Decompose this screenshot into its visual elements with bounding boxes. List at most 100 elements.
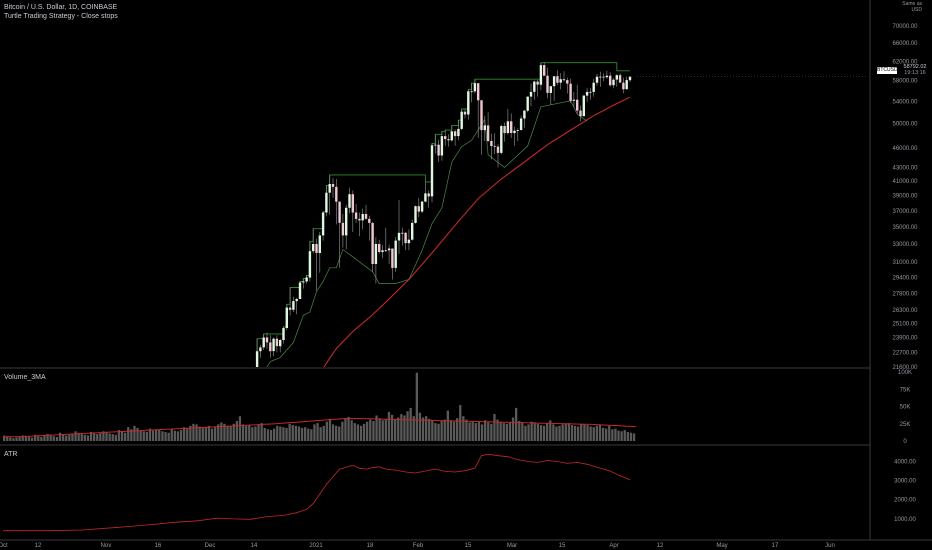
candle-body bbox=[361, 214, 364, 221]
price-tick-label: 22700.00 bbox=[892, 350, 918, 356]
volume-bar bbox=[176, 431, 180, 441]
volume-bar bbox=[496, 419, 499, 441]
volume-bar bbox=[527, 424, 530, 441]
candle-body bbox=[378, 244, 381, 252]
candle-body bbox=[486, 125, 490, 141]
candle-body bbox=[397, 232, 401, 241]
volume-bar bbox=[462, 416, 465, 441]
candle-body bbox=[447, 139, 450, 141]
volume-bar bbox=[567, 423, 570, 441]
volume-bar bbox=[341, 421, 344, 441]
time-scale[interactable]: Oct 12 Nov 16 Dec 14 2021 18 Feb 15 Mar 15 Apr 12 May 1… bbox=[0, 543, 835, 549]
volume-bar bbox=[468, 422, 471, 441]
time-tick-label: 2021 bbox=[309, 543, 323, 549]
volume-bar bbox=[484, 420, 487, 441]
currency-label[interactable]: Same as USD bbox=[902, 1, 922, 13]
volume-bar bbox=[276, 425, 279, 441]
candle-body bbox=[315, 244, 318, 253]
volume-bar bbox=[155, 429, 158, 441]
price-tick-label: 29400.00 bbox=[892, 276, 918, 282]
time-tick-label: Oct bbox=[0, 543, 8, 549]
volume-bar bbox=[62, 434, 65, 441]
candle-body bbox=[285, 307, 288, 328]
volume-pane[interactable] bbox=[3, 372, 637, 442]
candle-body bbox=[562, 79, 566, 81]
candle-body bbox=[536, 81, 539, 85]
volume-bar bbox=[297, 426, 301, 441]
volume-bar bbox=[319, 427, 322, 441]
candle-body bbox=[615, 75, 618, 80]
candle-body bbox=[622, 82, 625, 90]
volume-ma-line bbox=[3, 417, 637, 438]
volume-tick-label: 75K bbox=[900, 387, 911, 393]
volume-bar bbox=[148, 428, 152, 441]
volume-bar bbox=[378, 418, 381, 441]
volume-bar bbox=[601, 427, 605, 441]
volume-bar bbox=[226, 425, 229, 441]
candle-body bbox=[592, 82, 595, 92]
price-tick-label: 27800.00 bbox=[892, 292, 918, 298]
candle-body bbox=[595, 76, 599, 83]
candle-body bbox=[579, 110, 582, 117]
volume-bar bbox=[288, 423, 291, 442]
volume-bar bbox=[3, 435, 6, 441]
candle-body bbox=[473, 83, 477, 92]
candle-body bbox=[516, 130, 519, 131]
volume-bar bbox=[558, 425, 561, 441]
volume-bar bbox=[183, 427, 186, 441]
candle-body bbox=[460, 111, 463, 129]
volume-bar bbox=[161, 431, 164, 441]
volume-bar bbox=[564, 423, 567, 442]
volume-bar bbox=[375, 415, 378, 441]
volume-bar bbox=[151, 430, 155, 441]
price-scale[interactable]: 21600.00 22700.00 23900.00 25100.00 26300.00… bbox=[892, 24, 918, 523]
candle-body bbox=[625, 80, 628, 90]
candle-body bbox=[585, 91, 589, 96]
volume-bar bbox=[114, 434, 117, 441]
candle-body bbox=[559, 79, 562, 83]
price-tick-label: 23900.00 bbox=[892, 336, 918, 342]
volume-tick-label: 0 bbox=[903, 439, 907, 445]
volume-bar bbox=[279, 426, 282, 441]
price-pane[interactable] bbox=[216, 62, 868, 427]
candle-body bbox=[556, 76, 559, 83]
candle-body bbox=[374, 244, 378, 264]
volume-bar bbox=[611, 429, 614, 441]
volume-bar bbox=[80, 434, 83, 441]
volume-bar bbox=[170, 429, 173, 441]
volume-bar bbox=[325, 421, 328, 441]
time-tick-label: 12 bbox=[35, 543, 42, 549]
candle-body bbox=[404, 232, 407, 244]
atr-pane[interactable] bbox=[3, 453, 631, 532]
volume-bar bbox=[322, 425, 325, 441]
volume-bar bbox=[428, 418, 431, 441]
volume-bar bbox=[248, 425, 251, 441]
candle-body bbox=[272, 338, 275, 352]
volume-bar bbox=[167, 432, 170, 441]
volume-bar bbox=[145, 432, 148, 441]
time-tick-label: 15 bbox=[559, 543, 566, 549]
volume-bar bbox=[474, 423, 477, 441]
volume-bar bbox=[266, 429, 270, 441]
candle-body bbox=[477, 83, 480, 101]
candle-body bbox=[364, 214, 368, 219]
candle-body bbox=[345, 207, 348, 236]
candle-body bbox=[453, 131, 457, 137]
volume-bar bbox=[515, 407, 518, 441]
volume-bar bbox=[477, 421, 481, 441]
volume-bar bbox=[431, 420, 434, 441]
candle-body bbox=[331, 184, 335, 187]
volume-bar bbox=[577, 426, 580, 441]
volume-bar bbox=[592, 427, 595, 441]
volume-bar bbox=[120, 431, 124, 441]
volume-bar bbox=[245, 425, 248, 441]
volume-bar bbox=[629, 432, 633, 441]
candle-body bbox=[414, 206, 417, 223]
volume-bar bbox=[372, 421, 375, 441]
price-tick-label: 70000.00 bbox=[892, 24, 918, 30]
volume-bar bbox=[573, 425, 577, 441]
volume-bar bbox=[549, 420, 552, 441]
volume-bar bbox=[443, 419, 446, 441]
